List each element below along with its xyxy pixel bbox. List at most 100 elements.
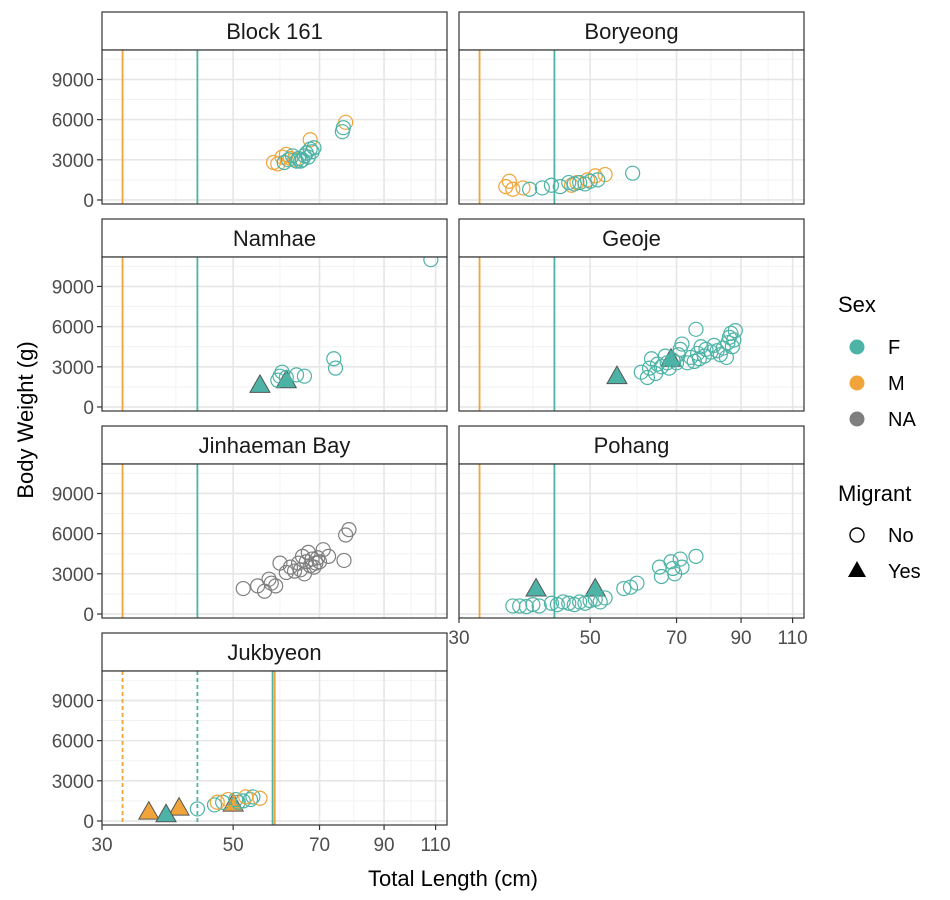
data-point	[423, 257, 439, 268]
plot-area-geoje	[459, 257, 804, 411]
plot-bg-jinhaeman-bay	[102, 464, 447, 618]
x-tick-label: 30	[448, 628, 469, 649]
legend-label-no: No	[888, 525, 914, 547]
data-point	[688, 321, 704, 337]
plot-area-jinhaeman-bay	[102, 464, 447, 618]
data-point	[288, 153, 305, 169]
data-point	[311, 554, 328, 570]
y-tick-label: 9000	[52, 691, 94, 712]
data-point	[327, 360, 344, 376]
data-point	[209, 794, 225, 810]
data-point	[543, 177, 560, 193]
panel-jinhaeman-bay: Jinhaeman Bay 0 3000 6000 9000	[52, 425, 448, 626]
x-axis-title: Total Length (cm)	[368, 866, 538, 891]
y-tick-label: 9000	[52, 70, 94, 91]
y-tick-label: 6000	[52, 732, 94, 753]
data-point	[263, 575, 279, 591]
data-point-migrant	[606, 365, 628, 385]
y-tick-label: 0	[83, 398, 94, 419]
plot-bg-boryeong	[459, 50, 804, 204]
data-point	[252, 790, 268, 806]
data-point	[282, 559, 299, 575]
legend-title-migrant: Migrant	[838, 481, 911, 506]
data-point	[582, 592, 598, 609]
y-tick-label: 9000	[52, 484, 94, 505]
plot-area-pohang	[459, 464, 804, 618]
y-tick-label: 0	[83, 191, 94, 212]
data-point	[665, 352, 681, 368]
legend-label-yes: Yes	[888, 561, 921, 583]
data-point	[531, 598, 547, 614]
data-point	[534, 180, 550, 196]
data-point	[235, 793, 251, 809]
data-point	[341, 522, 357, 538]
data-point	[292, 153, 309, 169]
y-tick-label: 9000	[52, 277, 94, 298]
data-point	[335, 120, 351, 136]
data-point	[674, 559, 690, 575]
x-tick-label: 50	[580, 628, 601, 649]
panel-geoje: Geoje	[458, 218, 805, 412]
panels-layer: Block 1610300060009000BoryeongNamhae0300…	[52, 11, 808, 856]
data-point	[518, 599, 534, 615]
data-point	[672, 551, 688, 567]
data-point	[220, 791, 236, 808]
panel-border-jinhaeman-bay	[101, 463, 448, 619]
data-point	[274, 364, 290, 380]
legend-key-yes	[848, 561, 866, 577]
data-point	[498, 178, 514, 195]
data-point	[189, 801, 205, 817]
y-tick-label: 3000	[52, 565, 94, 586]
plot-area-jukbyeon	[102, 671, 447, 825]
panel-block-161: Block 161 0 3000 6000 9000	[52, 11, 448, 212]
data-point	[270, 372, 286, 388]
strip-label-namhae: Namhae	[233, 226, 316, 251]
y-tick-label: 0	[83, 605, 94, 626]
y-axis-title: Body Weight (g)	[13, 341, 38, 498]
data-point	[561, 595, 577, 611]
data-point	[505, 181, 521, 197]
plot-bg-pohang	[459, 464, 804, 618]
data-point	[296, 368, 313, 384]
data-point	[288, 367, 305, 383]
data-point	[555, 594, 571, 610]
strip-label-jukbyeon: Jukbyeon	[227, 640, 321, 665]
legend-key-m	[849, 375, 865, 391]
data-point	[543, 595, 560, 611]
data-point	[661, 360, 677, 376]
data-point	[228, 791, 244, 808]
y-tick-label: 3000	[52, 772, 94, 793]
data-point	[522, 181, 538, 197]
data-point	[587, 168, 603, 184]
data-point	[326, 351, 342, 367]
strip-geoje	[458, 218, 805, 258]
data-point	[616, 580, 632, 597]
plot-bg-namhae	[102, 257, 447, 411]
data-point	[306, 140, 322, 156]
data-point	[245, 789, 261, 805]
data-point-migrant	[525, 577, 547, 597]
data-point	[512, 598, 528, 614]
x-tick-label: 110	[420, 835, 450, 856]
y-tick-label: 3000	[52, 151, 94, 172]
data-point-migrant	[137, 800, 160, 820]
data-point	[639, 369, 656, 386]
data-point	[597, 590, 613, 606]
panel-border-pohang	[458, 463, 805, 619]
legend-title-sex: Sex	[838, 292, 876, 317]
legend-label-na: NA	[888, 409, 916, 431]
data-point	[649, 356, 666, 372]
data-point	[641, 360, 658, 376]
panel-namhae: Namhae 0 3000 6000 9000	[52, 218, 448, 419]
legend-key-no	[849, 527, 865, 543]
y-tick-label: 6000	[52, 525, 94, 546]
data-point	[572, 174, 588, 191]
x-tick-label: 90	[373, 835, 394, 856]
strip-label-geoje: Geoje	[602, 226, 661, 251]
data-point-migrant	[249, 373, 271, 393]
data-point	[272, 368, 288, 384]
legend-label-f: F	[888, 337, 900, 359]
y-tick-label: 6000	[52, 318, 94, 339]
legend-key-na	[849, 411, 865, 427]
